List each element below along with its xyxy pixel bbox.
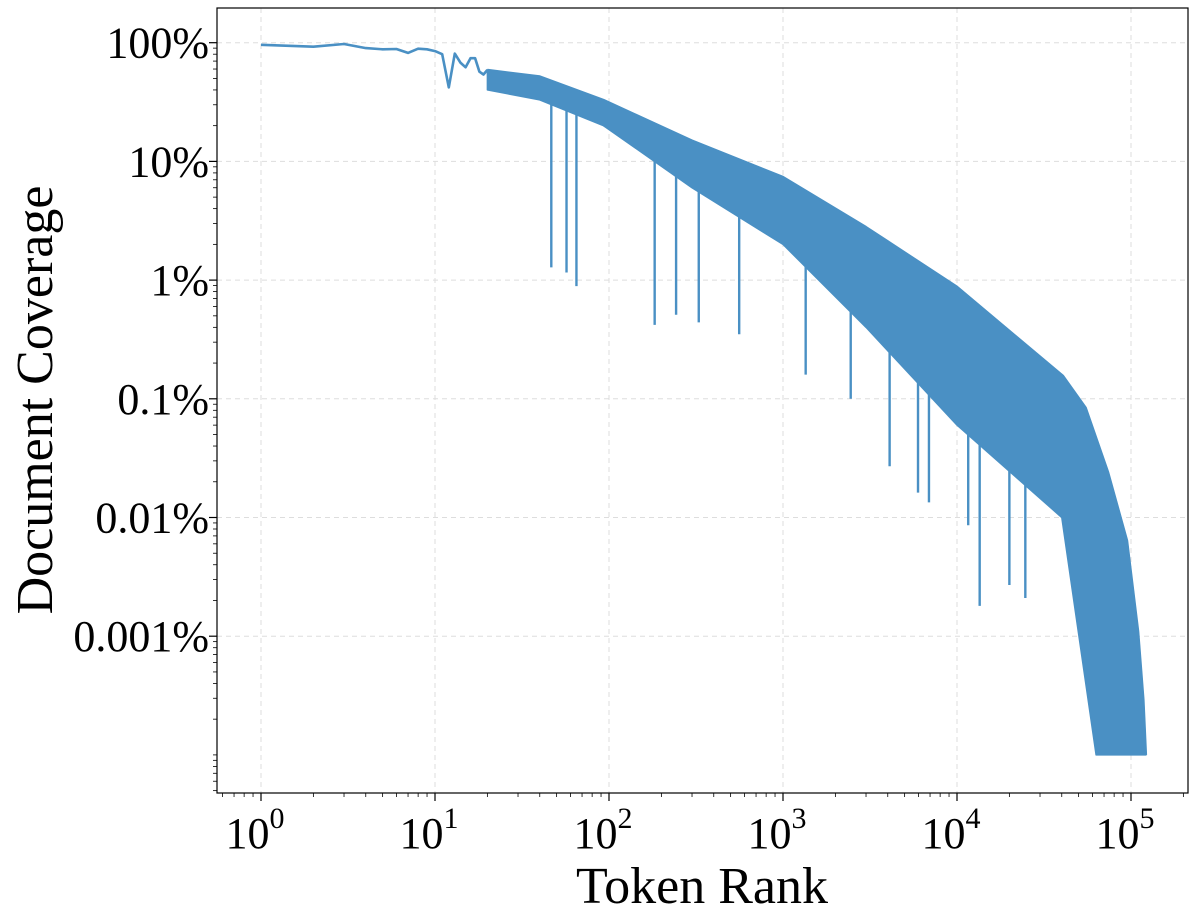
x-tick-label: 104 xyxy=(922,802,981,858)
y-tick-label: 0.001% xyxy=(73,612,209,661)
y-tick-labels: 100% 10% 1% 0.1% 0.01% 0.001% xyxy=(73,19,209,662)
x-tick-label: 105 xyxy=(1096,802,1155,858)
y-tick-label: 10% xyxy=(128,137,209,186)
ticks xyxy=(209,42,1184,801)
y-axis-title: Document Coverage xyxy=(7,186,64,615)
x-tick-label: 100 xyxy=(226,802,285,858)
data-layer xyxy=(260,42,1148,756)
x-tick-label: 103 xyxy=(748,802,807,858)
x-axis-title: Token Rank xyxy=(576,858,828,915)
coverage-band xyxy=(486,69,1147,756)
y-tick-label: 0.1% xyxy=(117,375,209,424)
y-tick-label: 1% xyxy=(150,256,209,305)
x-tick-label: 102 xyxy=(574,802,633,858)
coverage-head-line xyxy=(260,42,489,89)
plot-frame xyxy=(216,7,1189,794)
y-tick-label: 0.01% xyxy=(95,494,209,543)
y-tick-label: 100% xyxy=(106,19,209,68)
x-tick-labels: 100 101 102 103 104 105 xyxy=(226,802,1155,858)
x-tick-label: 101 xyxy=(400,802,459,858)
grid xyxy=(217,8,1188,793)
